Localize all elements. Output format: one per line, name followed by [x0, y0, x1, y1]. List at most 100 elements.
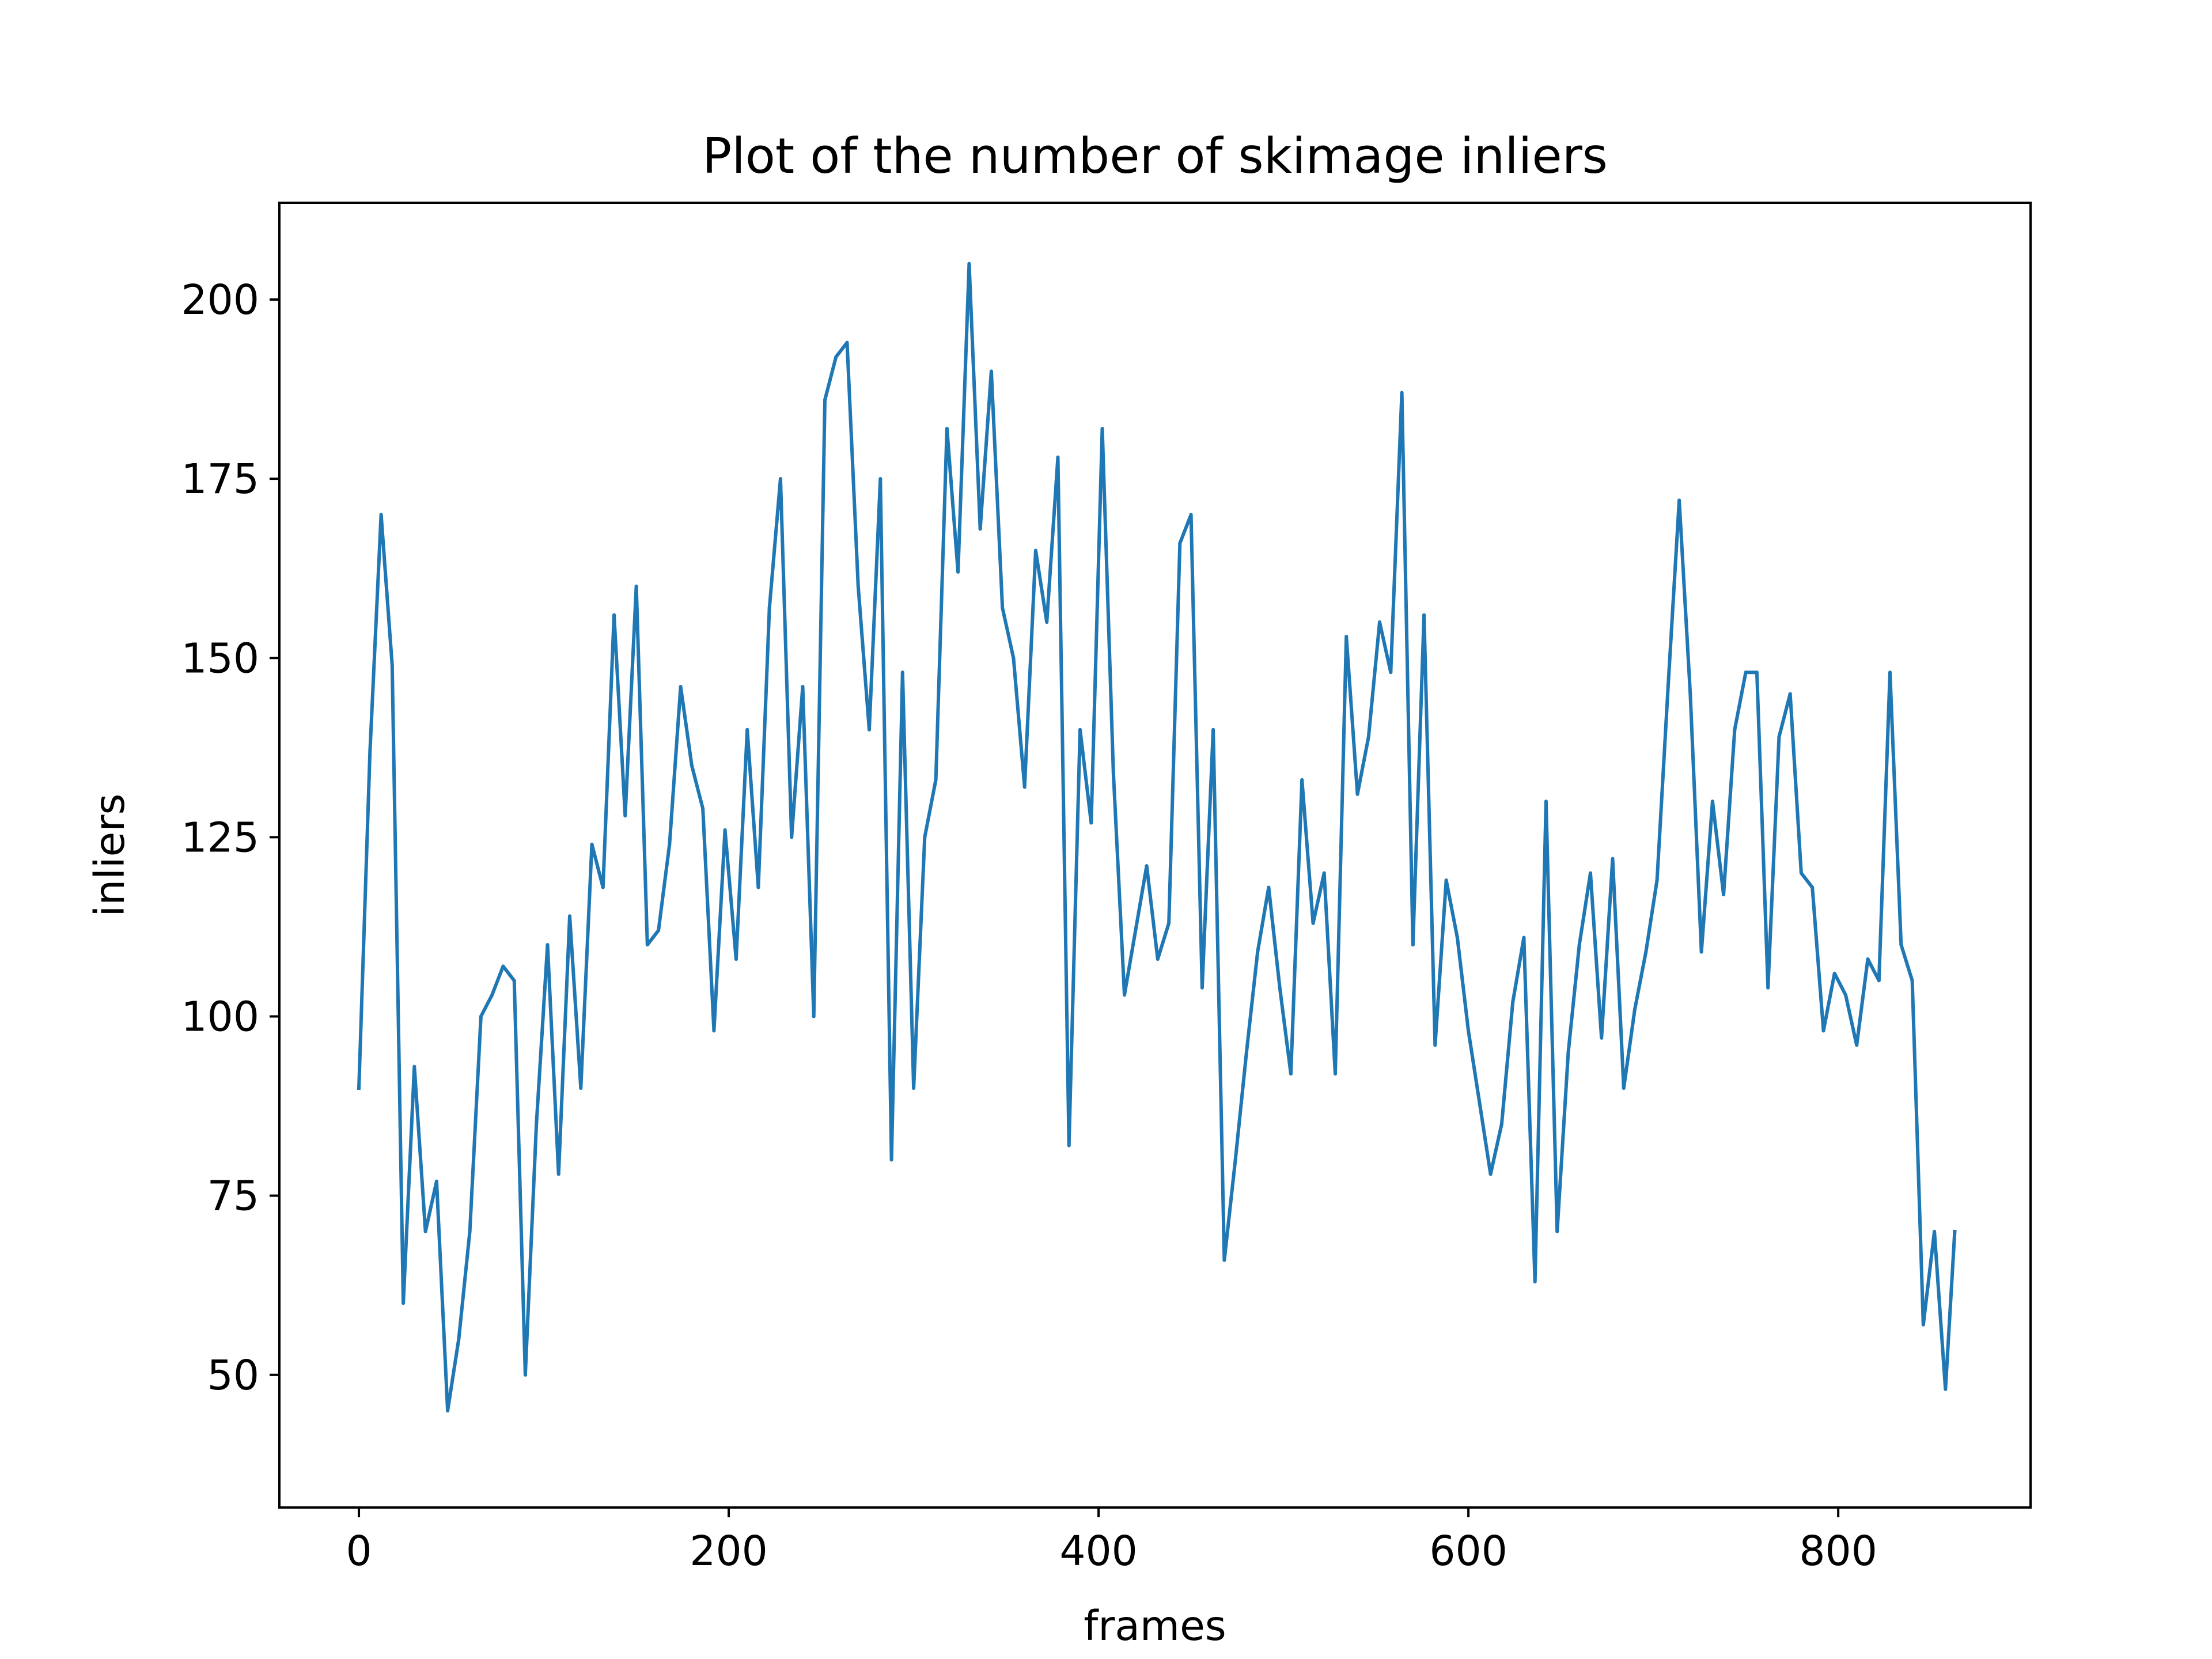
data-point	[1145, 864, 1149, 868]
data-point	[1843, 993, 1847, 997]
x-axis-ticks: 0 200 400 600 800	[346, 1508, 1877, 1575]
data-point	[845, 340, 849, 344]
data-point	[1078, 728, 1082, 732]
data-point	[1178, 541, 1182, 546]
axes-frame	[278, 202, 2032, 1509]
data-point	[690, 763, 694, 767]
data-point	[734, 957, 738, 961]
data-point	[1222, 1258, 1226, 1262]
y-tick-label: 100	[181, 993, 259, 1041]
data-point	[1411, 943, 1415, 947]
data-point	[1755, 671, 1759, 675]
x-tick-label: 0	[346, 1527, 372, 1575]
data-point	[1300, 778, 1304, 782]
data-point	[945, 427, 949, 431]
data-point	[501, 964, 505, 968]
data-point	[1644, 950, 1648, 954]
data-point	[590, 842, 594, 846]
data-point	[1633, 1007, 1637, 1012]
data-point	[1433, 1043, 1437, 1047]
data-point	[1855, 1043, 1859, 1047]
data-point	[1289, 1072, 1293, 1076]
data-point	[1100, 427, 1104, 431]
data-point	[712, 1029, 716, 1033]
data-point	[446, 1408, 450, 1412]
data-point	[490, 993, 494, 997]
data-point	[556, 1172, 560, 1176]
data-point	[978, 527, 982, 531]
data-point	[1777, 735, 1781, 739]
data-point	[1866, 957, 1870, 961]
data-point	[701, 806, 705, 810]
data-point	[1821, 1029, 1825, 1033]
y-tick-label: 75	[207, 1172, 259, 1220]
data-point	[1522, 935, 1526, 940]
y-tick-label: 50	[207, 1351, 259, 1399]
data-point	[523, 1373, 527, 1377]
data-point	[1899, 943, 1903, 947]
data-point	[1499, 1122, 1503, 1126]
data-point	[1355, 792, 1359, 796]
data-point	[423, 1229, 427, 1233]
data-point	[434, 1179, 438, 1183]
data-point	[1666, 685, 1670, 689]
data-point	[934, 778, 938, 782]
data-point	[612, 613, 616, 617]
data-point	[1588, 871, 1592, 875]
data-point	[856, 584, 860, 588]
data-point	[1211, 728, 1215, 732]
data-point	[1200, 986, 1204, 990]
data-point	[801, 685, 805, 689]
data-point	[1012, 656, 1016, 660]
data-point	[989, 369, 993, 373]
data-points	[357, 262, 1957, 1412]
data-point	[1467, 1029, 1471, 1033]
data-point	[778, 477, 782, 481]
data-point	[1511, 1000, 1515, 1004]
y-tick-label: 125	[181, 813, 259, 861]
data-point	[1810, 885, 1815, 889]
data-point	[1134, 929, 1138, 933]
data-point	[868, 728, 872, 732]
data-point	[457, 1337, 461, 1341]
data-point	[878, 477, 882, 481]
data-point	[956, 570, 960, 574]
data-point	[1256, 950, 1260, 954]
data-point	[1001, 606, 1005, 610]
data-point	[790, 835, 794, 839]
data-point	[1921, 1323, 1925, 1327]
data-point	[1233, 1158, 1237, 1162]
data-point	[1655, 878, 1659, 882]
data-point	[1799, 871, 1803, 875]
data-point	[1933, 1229, 1937, 1233]
data-point	[1244, 1050, 1248, 1054]
data-point	[1022, 785, 1027, 789]
data-point	[1600, 1036, 1604, 1040]
y-tick-label: 150	[181, 634, 259, 682]
plot-area	[357, 262, 1957, 1412]
data-point	[923, 835, 927, 839]
data-point	[601, 885, 605, 889]
data-point	[1888, 671, 1892, 675]
data-point	[967, 262, 971, 266]
data-point	[1189, 513, 1193, 517]
data-point	[657, 929, 661, 933]
data-point	[535, 1122, 539, 1126]
data-point	[1722, 892, 1726, 896]
data-point	[767, 606, 771, 610]
data-point	[634, 584, 638, 588]
data-point	[1832, 971, 1836, 975]
data-point	[1910, 979, 1914, 983]
data-point	[679, 685, 683, 689]
data-point	[1344, 634, 1349, 638]
y-axis-label: inliers	[86, 793, 134, 916]
data-point	[546, 943, 550, 947]
data-point	[1478, 1100, 1482, 1104]
data-point	[512, 979, 516, 983]
data-point	[623, 814, 627, 818]
y-axis-ticks: 50 75 100 125 150 175 200	[181, 276, 279, 1399]
y-tick-label: 175	[181, 455, 259, 503]
data-point	[1544, 800, 1548, 804]
data-point	[668, 842, 672, 846]
